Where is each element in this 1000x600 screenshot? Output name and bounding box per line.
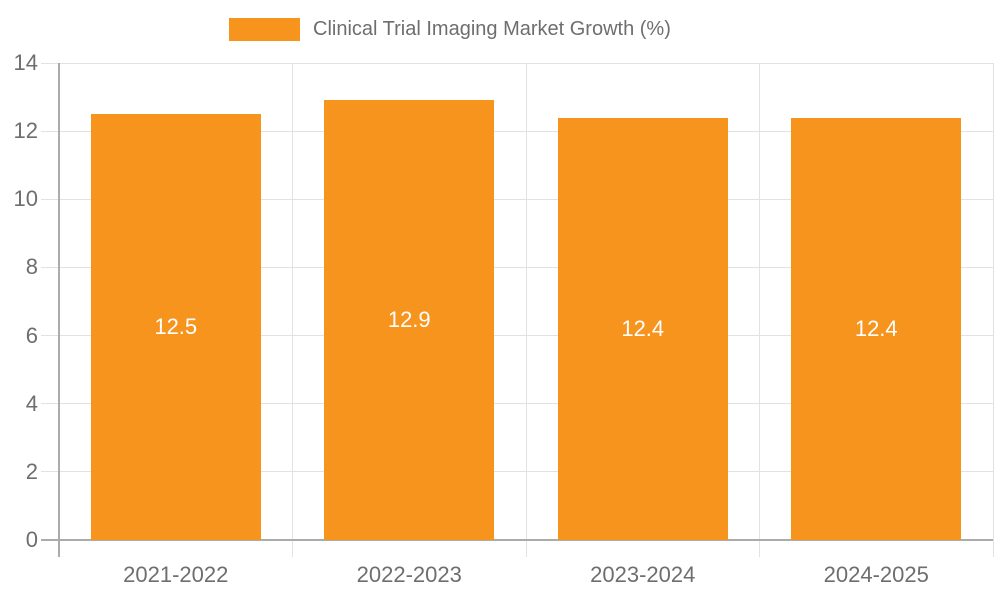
bar-value-label: 12.4 xyxy=(621,315,665,341)
x-gridline xyxy=(292,63,293,557)
x-tick-label: 2024-2025 xyxy=(823,562,929,587)
y-tick-label: 4 xyxy=(25,390,38,416)
y-gridline xyxy=(41,471,993,473)
y-tick-label: 0 xyxy=(25,527,38,552)
y-axis-line xyxy=(58,63,60,557)
legend-label: Clinical Trial Imaging Market Growth (%) xyxy=(313,18,671,40)
y-tick-label: 2 xyxy=(25,458,38,484)
y-gridline xyxy=(41,62,993,64)
legend-swatch xyxy=(229,18,300,41)
y-tick-label: 8 xyxy=(25,254,38,280)
x-tick-label: 2022-2023 xyxy=(356,562,462,587)
y-tick-label: 14 xyxy=(13,50,38,75)
y-tick-label: 6 xyxy=(25,322,38,348)
chart-legend[interactable]: Clinical Trial Imaging Market Growth (%) xyxy=(229,18,671,41)
y-gridline xyxy=(41,335,993,337)
bar-value-label: 12.5 xyxy=(154,314,198,340)
bar xyxy=(90,114,261,540)
x-gridline xyxy=(992,63,994,557)
y-gridline xyxy=(41,266,993,268)
y-gridline xyxy=(41,198,993,200)
y-tick-label: 12 xyxy=(13,118,38,144)
x-axis-line xyxy=(41,539,993,541)
x-gridline xyxy=(759,63,760,557)
y-tick-label: 10 xyxy=(13,186,38,212)
x-tick-label: 2023-2024 xyxy=(590,562,696,587)
bar xyxy=(791,117,962,540)
x-tick-label: 2021-2022 xyxy=(123,562,229,587)
y-gridline xyxy=(41,403,993,405)
x-gridline xyxy=(525,63,527,557)
bar-value-label: 12.4 xyxy=(854,315,898,341)
y-gridline xyxy=(41,130,993,132)
bar-value-label: 12.9 xyxy=(387,307,431,333)
bar xyxy=(557,117,728,540)
bar xyxy=(324,100,495,540)
